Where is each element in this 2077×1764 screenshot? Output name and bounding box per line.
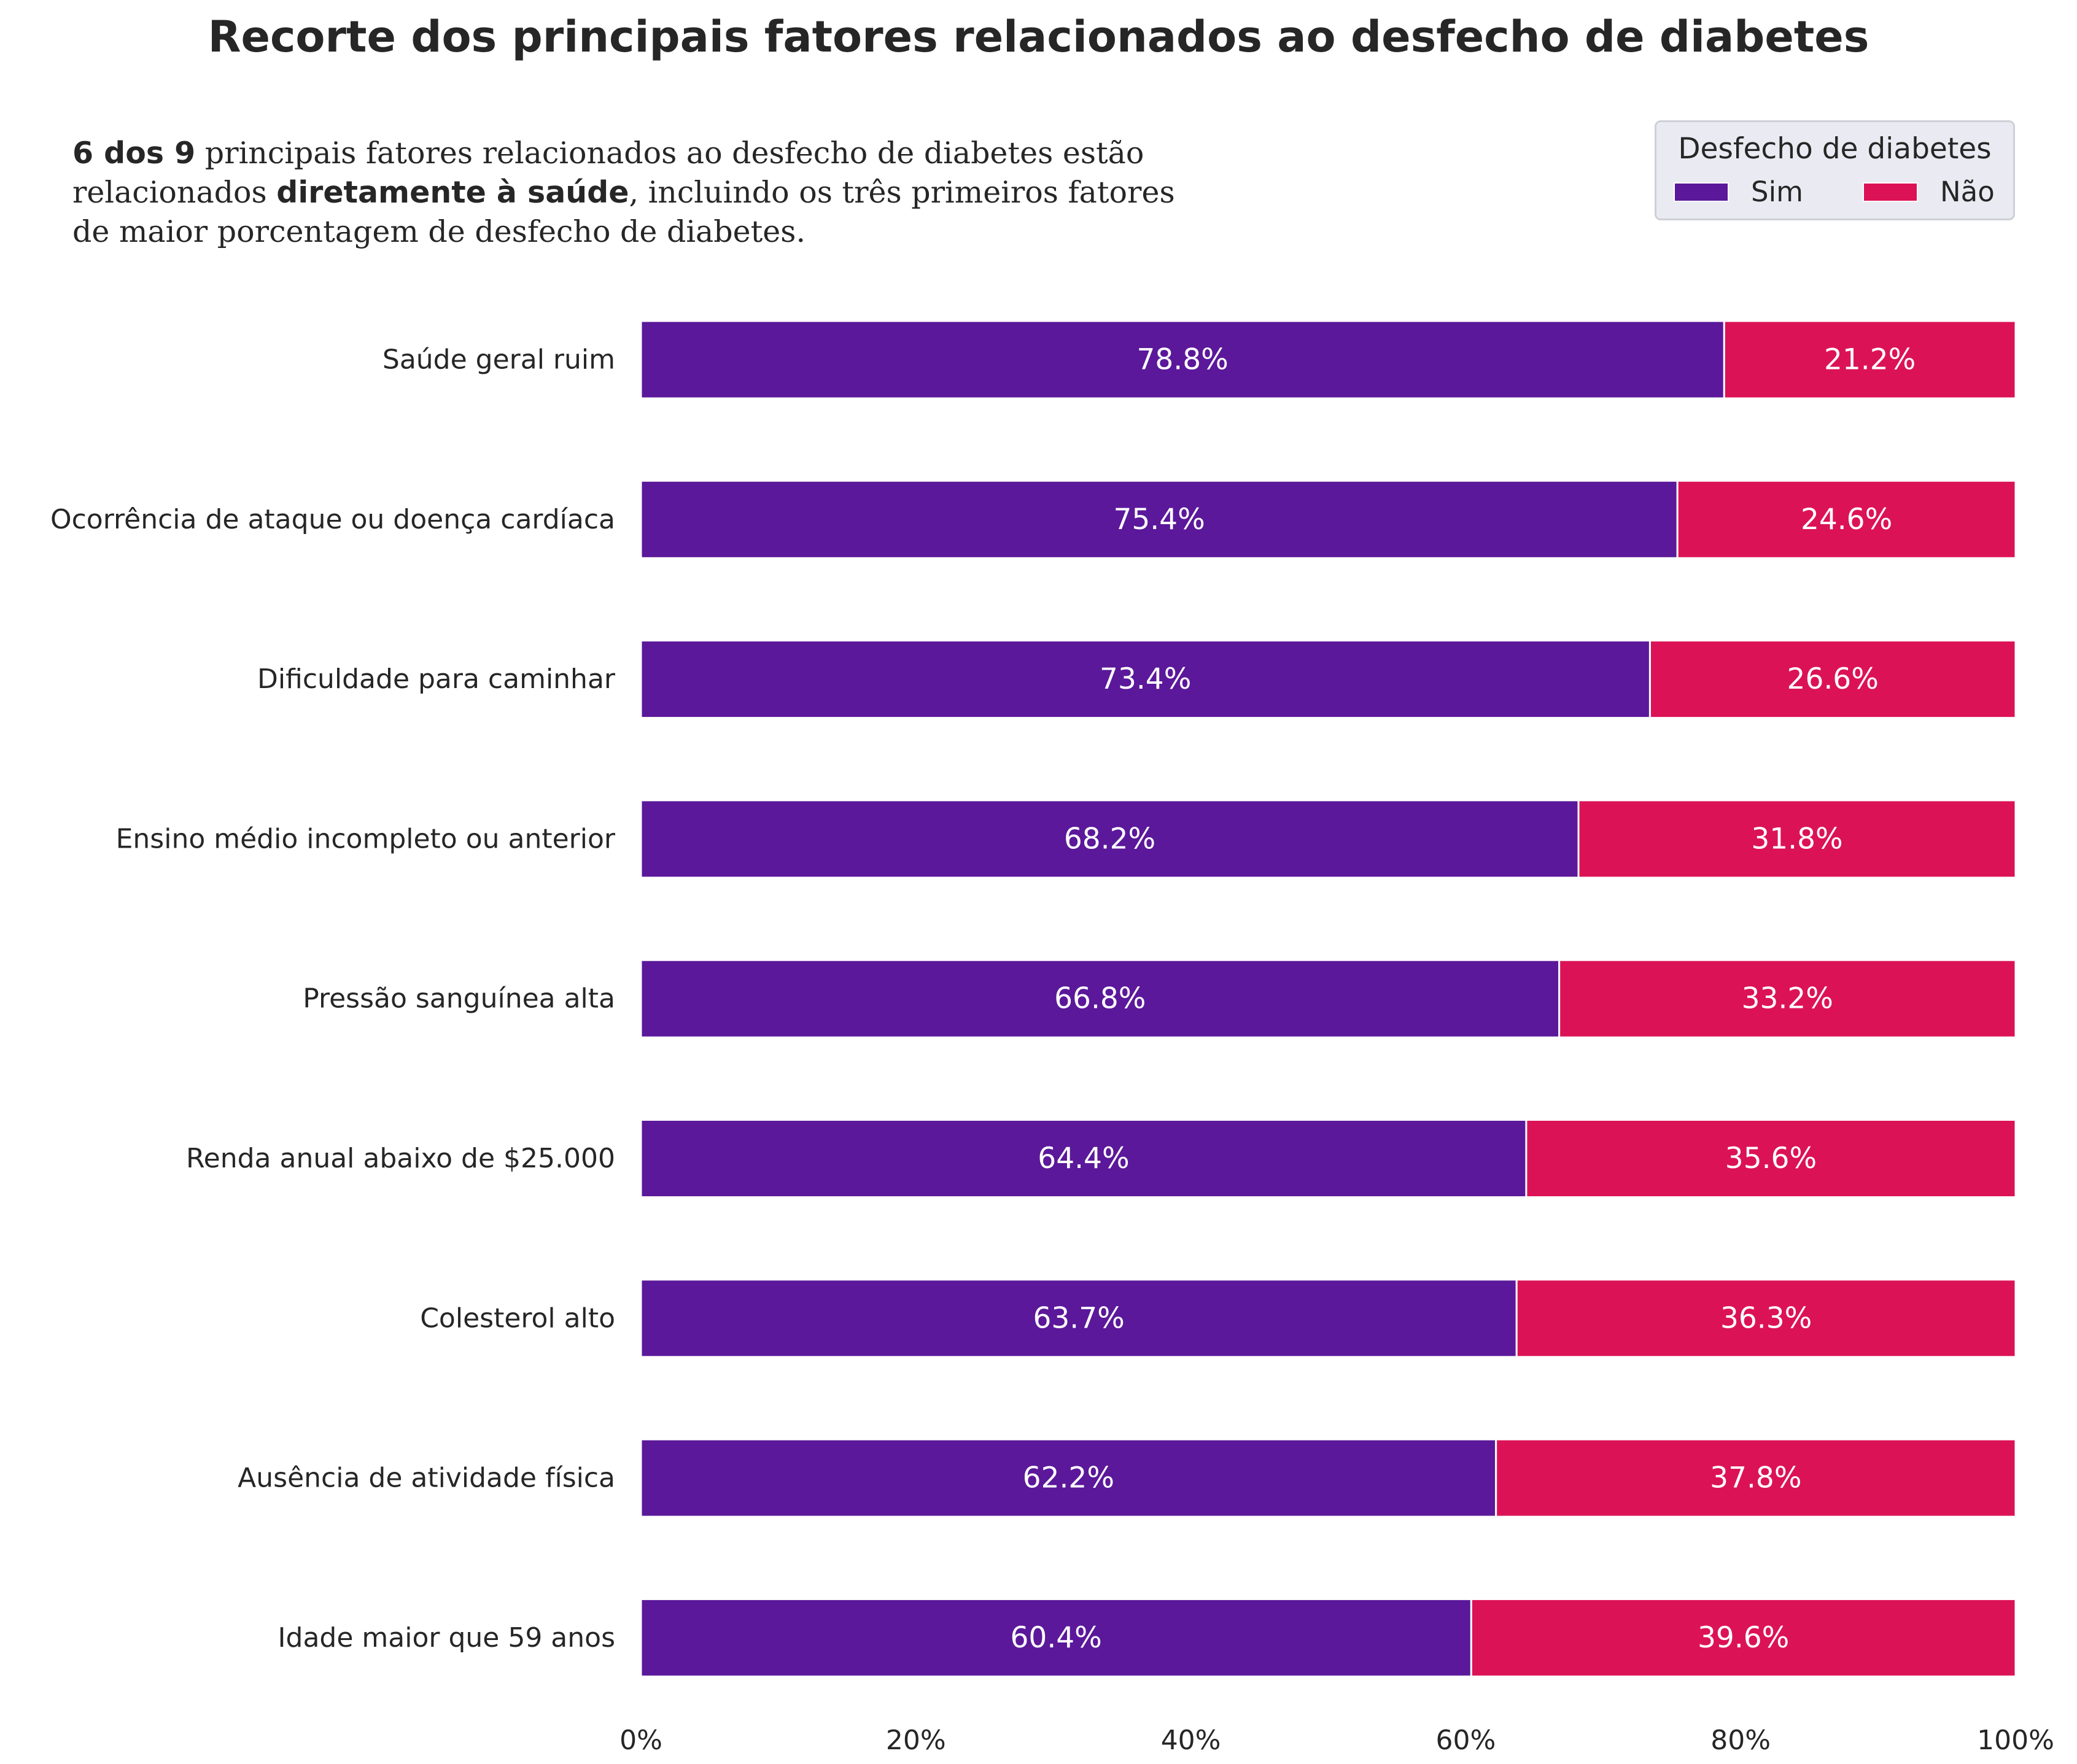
data-label-nao: 37.8% xyxy=(1710,1461,1801,1495)
data-label-nao: 35.6% xyxy=(1725,1142,1817,1175)
x-tick-label: 20% xyxy=(886,1725,946,1756)
legend-swatch-nao xyxy=(1863,182,1918,202)
data-label-sim: 62.2% xyxy=(1023,1461,1114,1495)
chart-legend: Desfecho de diabetes Sim Não xyxy=(1655,120,2015,220)
x-tick-label: 40% xyxy=(1161,1725,1221,1756)
data-label-sim: 68.2% xyxy=(1064,822,1155,856)
bar-segment-sim xyxy=(640,320,1725,400)
bar-segment-sim xyxy=(640,1598,1472,1677)
category-label: Ensino médio incompleto ou anterior xyxy=(116,823,616,854)
bar-segment-nao xyxy=(1515,1279,2017,1358)
data-label-sim: 78.8% xyxy=(1137,343,1229,377)
data-label-sim: 66.8% xyxy=(1054,982,1146,1016)
bar-segment-sim xyxy=(640,1279,1518,1358)
category-label: Renda anual abaixo de $25.000 xyxy=(186,1143,615,1174)
data-label-nao: 26.6% xyxy=(1787,662,1879,696)
legend-item-nao: Não xyxy=(1863,175,1995,209)
data-label-nao: 33.2% xyxy=(1742,982,1833,1016)
data-label-nao: 31.8% xyxy=(1751,822,1842,856)
category-label: Pressão sanguínea alta xyxy=(303,983,615,1015)
data-label-nao: 24.6% xyxy=(1801,503,1892,536)
category-label: Colesterol alto xyxy=(420,1302,615,1334)
legend-item-sim: Sim xyxy=(1674,175,1803,209)
subtitle-emphasis-count: 6 dos 9 xyxy=(72,136,196,171)
category-label: Idade maior que 59 anos xyxy=(278,1622,615,1654)
category-label: Ausência de atividade física xyxy=(238,1463,615,1494)
bar-segment-sim xyxy=(640,640,1651,719)
data-label-sim: 73.4% xyxy=(1100,662,1191,696)
data-label-sim: 63.7% xyxy=(1033,1301,1124,1335)
subtitle-text: principais fatores relacionados ao desfe… xyxy=(195,136,1144,171)
data-label-nao: 21.2% xyxy=(1824,343,1916,377)
data-label-sim: 64.4% xyxy=(1038,1142,1129,1175)
bar-segment-nao xyxy=(1470,1598,2017,1677)
bar-segment-nao xyxy=(1676,479,2017,559)
bar-segment-sim xyxy=(640,479,1679,559)
subtitle-text: , incluindo os três primeiros fatores xyxy=(629,175,1175,210)
legend-title: Desfecho de diabetes xyxy=(1678,132,1992,166)
category-label: Saúde geral ruim xyxy=(382,344,615,376)
legend-swatch-sim xyxy=(1674,182,1729,202)
x-tick-label: 0% xyxy=(619,1725,662,1756)
data-label-nao: 36.3% xyxy=(1720,1301,1812,1335)
data-label-nao: 39.6% xyxy=(1698,1621,1789,1655)
subtitle-line-2: relacionados diretamente à saúde, inclui… xyxy=(72,173,1300,212)
bar-segment-nao xyxy=(1648,640,2017,719)
bar-segment-sim xyxy=(640,1119,1528,1198)
data-label-sim: 60.4% xyxy=(1011,1621,1102,1655)
chart-title: Recorte dos principais fatores relaciona… xyxy=(208,12,1869,62)
subtitle-line-3: de maior porcentagem de desfecho de diab… xyxy=(72,214,806,249)
bar-segment-nao xyxy=(1525,1119,2017,1198)
x-tick-label: 60% xyxy=(1436,1725,1496,1756)
data-label-sim: 75.4% xyxy=(1113,503,1205,536)
subtitle-line-1: 6 dos 9 principais fatores relacionados … xyxy=(72,134,1300,173)
chart-subtitle: 6 dos 9 principais fatores relacionados … xyxy=(72,134,1300,252)
bar-segment-nao xyxy=(1577,799,2017,879)
bar-segment-nao xyxy=(1495,1438,2017,1518)
bar-segment-nao xyxy=(1723,320,2017,400)
legend-label-sim: Sim xyxy=(1751,176,1803,208)
x-tick-label: 80% xyxy=(1710,1725,1771,1756)
legend-label-nao: Não xyxy=(1940,176,1995,208)
bar-segment-sim xyxy=(640,1438,1497,1518)
category-label: Ocorrência de ataque ou doença cardíaca xyxy=(50,504,615,535)
subtitle-text: relacionados xyxy=(72,175,277,210)
x-tick-label: 100% xyxy=(1977,1725,2054,1756)
category-label: Dificuldade para caminhar xyxy=(257,663,616,695)
bar-segment-sim xyxy=(640,959,1561,1039)
bar-segment-nao xyxy=(1558,959,2017,1039)
subtitle-emphasis-health: diretamente à saúde xyxy=(276,175,629,210)
